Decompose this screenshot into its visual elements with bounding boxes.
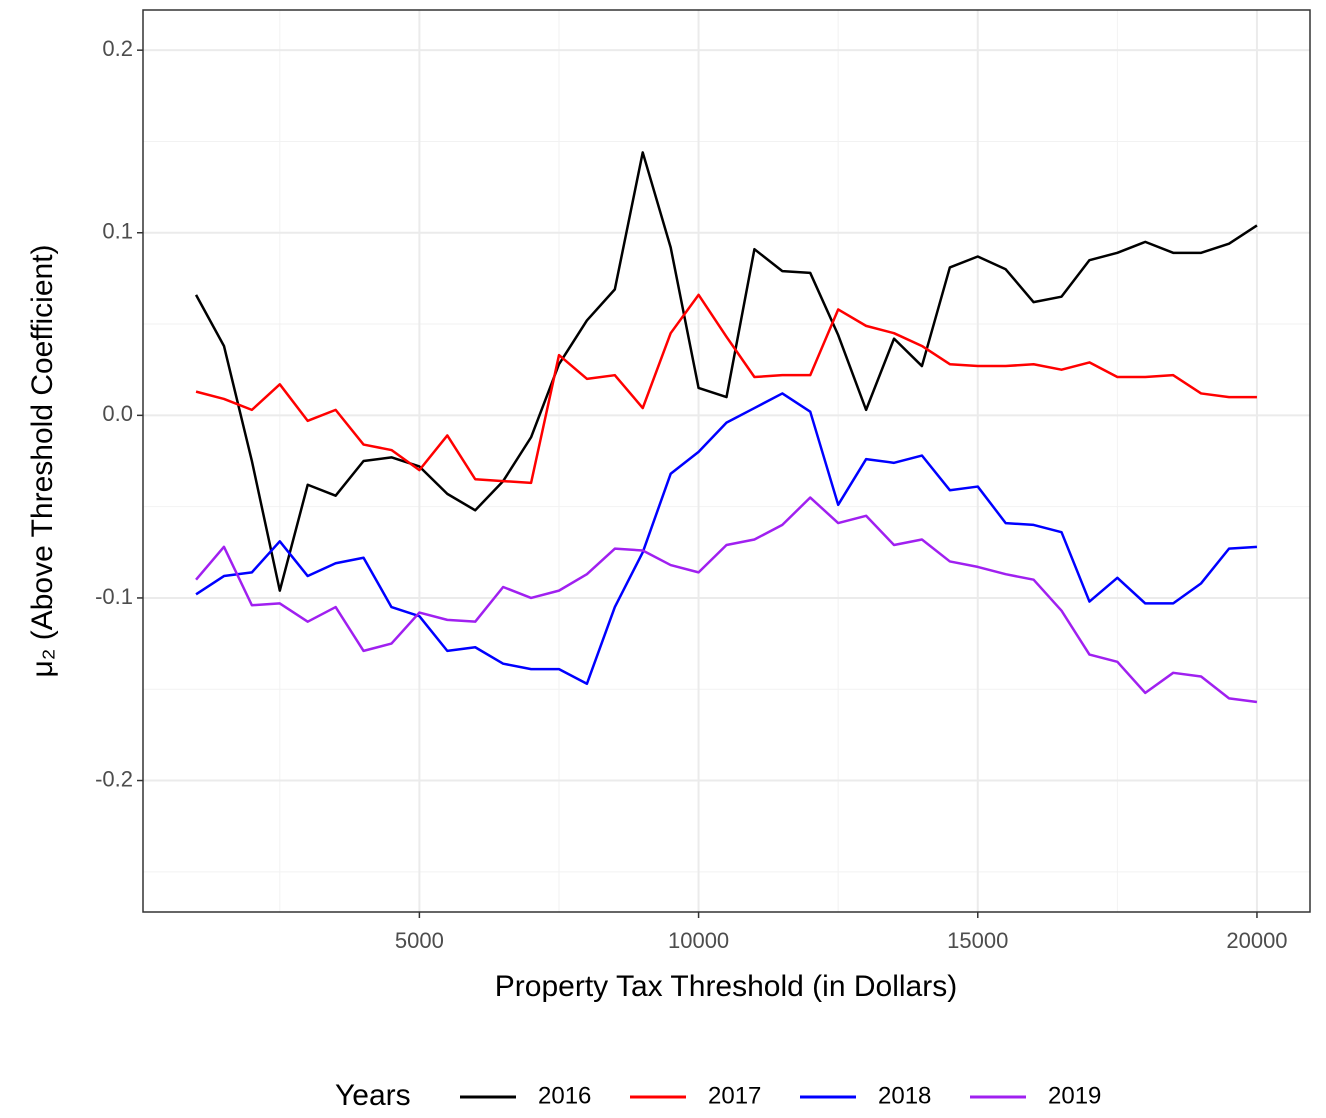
series-line [195, 392, 1258, 686]
legend-label: 2019 [1048, 1082, 1101, 1109]
x-axis-title: Property Tax Threshold (in Dollars) [495, 970, 957, 1003]
legend-label: 2016 [538, 1082, 591, 1109]
y-tick-label: 0.2 [102, 36, 133, 61]
legend-label: 2018 [878, 1082, 931, 1109]
y-tick-label: -0.1 [95, 584, 133, 609]
y-axis-title: μ₂ (Above Threshold Coefficient) [26, 244, 59, 677]
y-tick-label: 0.1 [102, 219, 133, 244]
x-tick-label: 15000 [947, 928, 1008, 953]
x-tick-label: 20000 [1226, 928, 1287, 953]
y-tick-label: 0.0 [102, 401, 133, 426]
series-line [195, 293, 1257, 485]
x-tick-label: 10000 [668, 928, 729, 953]
legend-title: Years [335, 1079, 411, 1112]
series-line [194, 151, 1258, 592]
legend-label: 2017 [708, 1082, 761, 1109]
x-tick-label: 5000 [395, 928, 444, 953]
plot-border [142, 9, 1311, 913]
series-line [195, 496, 1258, 704]
y-tick-label: -0.2 [95, 766, 133, 791]
